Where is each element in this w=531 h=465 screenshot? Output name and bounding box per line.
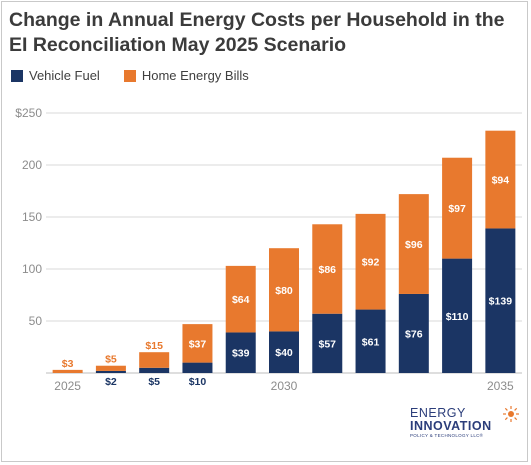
data-label-vehicle-fuel: $76 — [405, 328, 423, 340]
data-label-vehicle-fuel: $40 — [275, 347, 293, 359]
bar-home-energy — [442, 157, 473, 259]
logo-line-3: POLICY & TECHNOLOGY LLC® — [410, 433, 484, 438]
data-label-vehicle-fuel: $5 — [148, 376, 160, 388]
data-label-home-energy: $37 — [189, 338, 207, 350]
bar-vehicle-fuel — [485, 228, 516, 373]
data-label-home-energy: $3 — [62, 358, 74, 370]
data-label-home-energy: $92 — [362, 257, 380, 269]
x-tick-label: 2035 — [487, 379, 514, 393]
bar-vehicle-fuel — [139, 367, 170, 373]
bar-vehicle-fuel — [312, 313, 343, 373]
data-label-home-energy: $96 — [405, 239, 423, 251]
legend-swatch-vehicle-fuel — [11, 69, 23, 82]
bar-vehicle-fuel — [442, 258, 473, 373]
data-label-vehicle-fuel: $139 — [489, 296, 513, 308]
bars: $3 $2 $5 $5 $15 $10 $37 $39 $64 $40 $80 $57 $86 $61 $9… — [52, 130, 516, 388]
bar-home-energy — [485, 130, 516, 229]
bar-home-energy — [269, 248, 299, 332]
data-label-home-energy: $64 — [232, 294, 250, 306]
bar-home-energy — [312, 224, 343, 314]
bar-home-energy — [95, 365, 126, 371]
bar-vehicle-fuel — [182, 362, 213, 373]
y-tick-label: $250 — [15, 106, 42, 120]
y-tick-label: 200 — [22, 158, 42, 172]
data-label-vehicle-fuel: $57 — [319, 338, 337, 350]
data-label-home-energy: $5 — [105, 354, 117, 366]
data-label-vehicle-fuel: $39 — [232, 348, 250, 360]
y-axis-ticks: 50 100 150 200 $250 — [15, 106, 42, 328]
data-label-home-energy: $15 — [145, 340, 163, 352]
bar-vehicle-fuel — [269, 331, 299, 373]
data-label-vehicle-fuel: $10 — [189, 376, 207, 388]
bar-vehicle-fuel — [225, 332, 256, 373]
data-label-home-energy: $94 — [492, 175, 510, 187]
legend-label-vehicle-fuel: Vehicle Fuel — [29, 68, 100, 83]
bar-home-energy — [182, 324, 213, 363]
legend-swatch-home-energy — [123, 69, 136, 82]
bar-vehicle-fuel — [95, 370, 126, 373]
bar-home-energy — [139, 352, 170, 368]
data-label-home-energy: $86 — [319, 264, 337, 276]
data-label-home-energy: $80 — [275, 285, 293, 297]
energy-innovation-logo: ENERGY INNOVATION POLICY & TECHNOLOGY LL… — [410, 406, 522, 455]
sun-icon — [503, 406, 519, 422]
y-tick-label: 50 — [29, 314, 43, 328]
legend-label-home-energy: Home Energy Bills — [141, 68, 249, 83]
logo-line-1: ENERGY — [410, 406, 466, 420]
legend: Vehicle Fuel Home Energy Bills — [11, 68, 249, 83]
x-tick-label: 2030 — [271, 379, 298, 393]
data-label-home-energy: $97 — [448, 203, 466, 215]
y-tick-label: 100 — [22, 262, 42, 276]
x-tick-label: 2025 — [54, 379, 81, 393]
bar-vehicle-fuel — [355, 309, 386, 373]
bar-home-energy — [52, 369, 83, 373]
bar-home-energy — [355, 213, 386, 310]
x-axis-ticks: 2025 2030 2035 — [54, 379, 514, 393]
y-tick-label: 150 — [22, 210, 42, 224]
bar-vehicle-fuel — [398, 293, 429, 373]
bar-home-energy — [398, 194, 429, 294]
bar-home-energy — [225, 265, 256, 333]
data-label-vehicle-fuel: $2 — [105, 376, 117, 388]
data-label-vehicle-fuel: $110 — [446, 311, 469, 323]
logo-line-2: INNOVATION — [410, 419, 492, 433]
data-label-vehicle-fuel: $61 — [362, 336, 380, 348]
chart-title: Change in Annual Energy Costs per Househ… — [9, 9, 505, 56]
